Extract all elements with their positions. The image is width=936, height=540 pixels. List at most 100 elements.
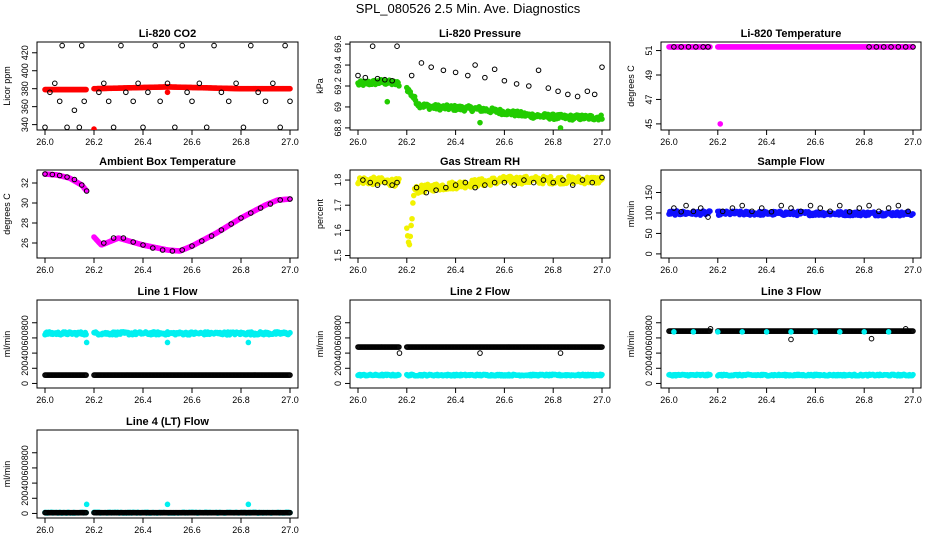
- y-tick-label: 400: [20, 63, 30, 78]
- x-tick-label: 27.0: [593, 265, 611, 275]
- x-tick-label: 26.6: [496, 265, 514, 275]
- data-point: [678, 208, 685, 215]
- data-point: [683, 202, 689, 209]
- data-point: [189, 243, 195, 249]
- panel-7: Line 1 Flow ml/min 26.0 26.2 26.4 26.6 26.8 27.…: [2, 286, 299, 405]
- y-tick-label: 340: [20, 117, 30, 132]
- data-point: [287, 509, 293, 516]
- y-tick-label: 800: [333, 315, 343, 330]
- data-point: [739, 202, 746, 209]
- data-point: [440, 67, 447, 74]
- x-tick-label: 26.4: [134, 265, 152, 275]
- x-tick-label: 27.0: [904, 265, 922, 275]
- panel-9: Line 3 Flow ml/min 26.0 26.2 26.4 26.6 26.8 27.…: [626, 286, 922, 405]
- data-point: [910, 371, 916, 378]
- y-tick-label: 600: [644, 330, 654, 345]
- x-tick-label: 26.2: [398, 265, 416, 275]
- data-point: [396, 83, 402, 89]
- data-point: [409, 215, 415, 222]
- panel-8: Line 2 Flow ml/min 26.0 26.2 26.4 26.6 26.8 27.…: [315, 286, 611, 405]
- y-axis-label: Licor ppm: [2, 66, 12, 106]
- x-tick-label: 26.2: [709, 265, 727, 275]
- data-point: [270, 80, 276, 87]
- data-point: [817, 205, 824, 211]
- y-tick-label: 68.8: [333, 119, 343, 137]
- data-point: [382, 76, 388, 83]
- data-point: [140, 242, 146, 248]
- data-point: [384, 98, 391, 105]
- data-point: [64, 124, 70, 130]
- data-point: [472, 184, 478, 191]
- series-line-2-high: [355, 344, 605, 356]
- plot-frame: [660, 169, 922, 259]
- data-point: [150, 245, 156, 251]
- data-point: [717, 121, 724, 127]
- data-point: [199, 238, 205, 244]
- data-point: [287, 85, 293, 92]
- series-temperature: [666, 44, 916, 127]
- data-point: [83, 501, 90, 508]
- x-tick-label: 26.2: [709, 395, 727, 405]
- data-point: [369, 43, 376, 49]
- y-axis-label: percent: [315, 198, 325, 229]
- data-point: [868, 335, 875, 342]
- data-point: [169, 248, 176, 254]
- data-point: [282, 42, 288, 49]
- plot-area: [42, 501, 293, 516]
- data-point: [797, 208, 804, 215]
- data-point: [482, 182, 488, 188]
- x-tick-label: 26.2: [398, 395, 416, 405]
- data-point: [715, 329, 721, 335]
- x-tick-label: 26.0: [349, 395, 367, 405]
- data-point: [233, 80, 239, 87]
- data-point: [164, 339, 171, 346]
- data-point: [130, 98, 136, 105]
- data-point: [719, 208, 726, 215]
- data-point: [184, 89, 190, 96]
- x-tick-label: 26.8: [855, 265, 873, 275]
- data-point: [584, 88, 591, 95]
- panel-title: Li-820 Temperature: [741, 28, 842, 40]
- data-point: [287, 98, 293, 105]
- y-tick-label: 51: [644, 46, 654, 56]
- panel-title: Li-820 CO2: [139, 28, 196, 40]
- x-tick-label: 27.0: [593, 395, 611, 405]
- y-tick-label: 200: [644, 361, 654, 376]
- data-point: [407, 233, 414, 240]
- data-point: [238, 215, 244, 221]
- y-axis-label: kPa: [315, 78, 325, 94]
- data-point: [71, 107, 78, 114]
- data-point: [410, 192, 417, 199]
- data-point: [885, 329, 892, 335]
- data-point: [788, 329, 794, 335]
- data-point: [396, 350, 403, 356]
- data-point: [248, 210, 254, 216]
- data-point: [690, 208, 697, 215]
- plot-area: [666, 44, 916, 127]
- panel-3: Li-820 Temperature degrees C 26.0 26.2 26.4 2…: [626, 28, 922, 147]
- data-point: [599, 371, 605, 378]
- x-tick-label: 27.0: [904, 137, 922, 147]
- data-point: [164, 501, 171, 508]
- plot-frame: [36, 41, 299, 131]
- data-point: [83, 188, 90, 194]
- data-point: [910, 44, 916, 50]
- data-point: [599, 176, 605, 183]
- y-tick-label: 100: [644, 205, 654, 220]
- x-tick-label: 26.6: [496, 137, 514, 147]
- data-point: [768, 208, 775, 215]
- data-point: [535, 67, 542, 74]
- data-point: [211, 42, 217, 49]
- data-point: [540, 177, 547, 183]
- data-point: [287, 196, 293, 202]
- series-co2-range: [42, 42, 293, 130]
- series-rh-range: [360, 174, 605, 196]
- y-tick-label: 69.2: [333, 77, 343, 95]
- data-point: [404, 225, 410, 231]
- panel-title: Sample Flow: [757, 156, 825, 168]
- data-point: [418, 60, 425, 66]
- y-axis-label: ml/min: [2, 331, 12, 358]
- data-point: [856, 205, 863, 211]
- y-tick-label: 1.5: [333, 249, 343, 262]
- data-point: [389, 77, 395, 84]
